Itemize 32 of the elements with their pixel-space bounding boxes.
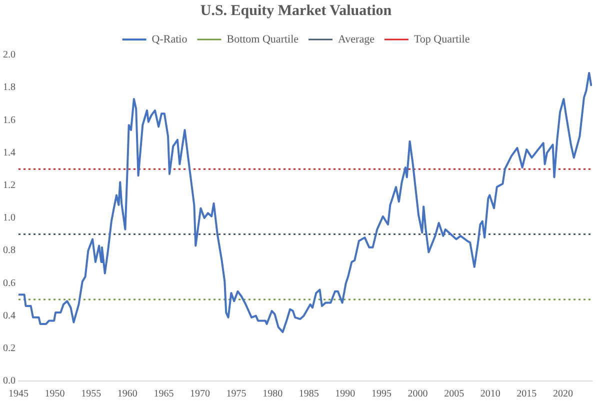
x-tick-label: 1980 [262,388,283,400]
y-tick-label: 0.0 [3,376,16,387]
x-tick-label: 2015 [516,388,537,400]
legend-label: Top Quartile [414,33,470,46]
x-tick-label: 1995 [371,388,392,400]
x-tick-label: 1960 [117,388,138,400]
x-tick-label: 2010 [480,388,500,400]
y-tick-label: 0.8 [3,245,16,256]
y-tick-label: 2.0 [3,50,16,61]
y-tick-label: 0.4 [3,310,16,322]
x-tick-label: 2020 [552,388,573,400]
y-tick-label: 1.6 [3,114,16,126]
x-tick-label: 2000 [408,388,428,400]
y-tick-label: 1.4 [3,147,16,158]
y-tick-label: 1.8 [3,82,16,94]
y-tick-label: 1.0 [3,212,16,224]
x-tick-label: 1985 [298,388,319,400]
x-tick-label: 1975 [226,388,246,400]
x-tick-label: 2005 [444,388,464,400]
legend-label: Average [338,33,375,46]
x-tick-label: 1965 [154,388,174,400]
x-tick-label: 1945 [8,388,28,400]
x-tick-label: 1970 [190,388,210,400]
y-tick-label: 1.2 [3,180,16,192]
x-tick-label: 1955 [81,388,102,400]
y-tick-label: 0.2 [3,343,16,354]
chart-title: U.S. Equity Market Valuation [200,2,392,19]
y-tick-label: 0.6 [3,278,16,289]
legend-label: Bottom Quartile [226,33,299,46]
x-tick-label: 1950 [44,388,65,400]
legend-label: Q-Ratio [152,33,188,46]
x-tick-label: 1990 [335,388,356,400]
